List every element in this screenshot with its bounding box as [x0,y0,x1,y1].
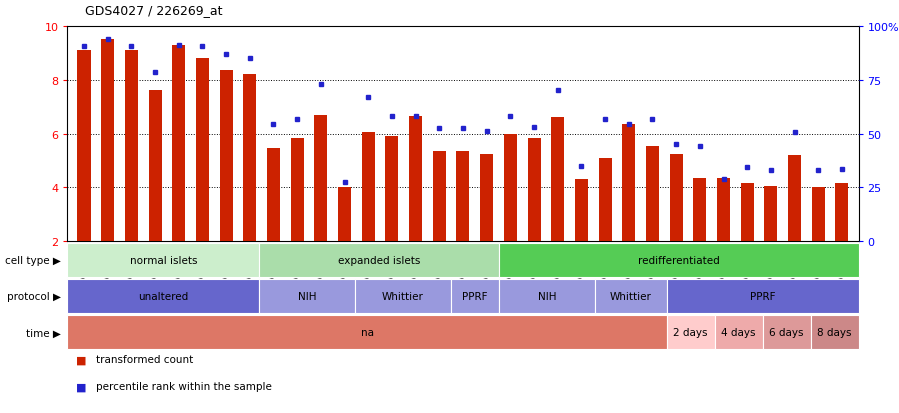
Text: unaltered: unaltered [138,292,189,301]
Bar [102,40,114,242]
Bar [259,280,355,313]
Bar [503,134,517,242]
Bar [715,316,762,349]
Bar [361,133,375,242]
Bar [812,188,824,242]
Bar [811,316,859,349]
Bar [646,146,659,242]
Bar [717,178,730,242]
Bar [173,45,185,242]
Bar [741,184,753,242]
Bar [574,180,588,242]
Text: ■: ■ [76,355,87,365]
Bar [290,138,304,242]
Bar [67,316,667,349]
Text: cell type ▶: cell type ▶ [5,256,61,266]
Bar [451,280,499,313]
Bar [762,316,811,349]
Bar [595,280,667,313]
Bar [432,152,446,242]
Bar [667,316,715,349]
Text: 2 days: 2 days [673,328,708,337]
Bar [835,184,849,242]
Bar [67,280,259,313]
Bar [457,152,469,242]
Bar [667,280,859,313]
Text: ■: ■ [76,382,87,392]
Text: PPRF: PPRF [750,292,776,301]
Bar [551,118,565,242]
Bar [196,59,209,242]
Text: time ▶: time ▶ [26,328,61,337]
Text: Whittier: Whittier [382,292,424,301]
Text: protocol ▶: protocol ▶ [7,292,61,301]
Bar [480,154,494,242]
Text: 6 days: 6 days [770,328,804,337]
Bar [499,244,859,278]
Text: 8 days: 8 days [817,328,852,337]
Bar [788,156,801,242]
Bar [67,244,259,278]
Text: PPRF: PPRF [462,292,488,301]
Bar [338,188,352,242]
Text: expanded islets: expanded islets [338,256,420,266]
Bar [599,158,611,242]
Bar [244,75,256,242]
Bar [528,138,540,242]
Text: GDS4027 / 226269_at: GDS4027 / 226269_at [85,4,223,17]
Text: percentile rank within the sample: percentile rank within the sample [96,382,272,392]
Text: Whittier: Whittier [610,292,652,301]
Bar [499,280,595,313]
Bar [148,91,162,242]
Bar [77,51,91,242]
Text: na: na [360,328,374,337]
Bar [219,71,233,242]
Text: 4 days: 4 days [721,328,756,337]
Bar [315,115,327,242]
Text: NIH: NIH [538,292,556,301]
Bar [267,149,280,242]
Bar [125,51,138,242]
Bar [693,178,707,242]
Bar [670,154,682,242]
Bar [355,280,451,313]
Bar [386,137,398,242]
Text: NIH: NIH [298,292,316,301]
Bar [764,187,778,242]
Text: normal islets: normal islets [129,256,197,266]
Bar [622,125,636,242]
Bar [259,244,499,278]
Text: redifferentiated: redifferentiated [638,256,719,266]
Bar [409,117,423,242]
Text: transformed count: transformed count [96,355,193,365]
